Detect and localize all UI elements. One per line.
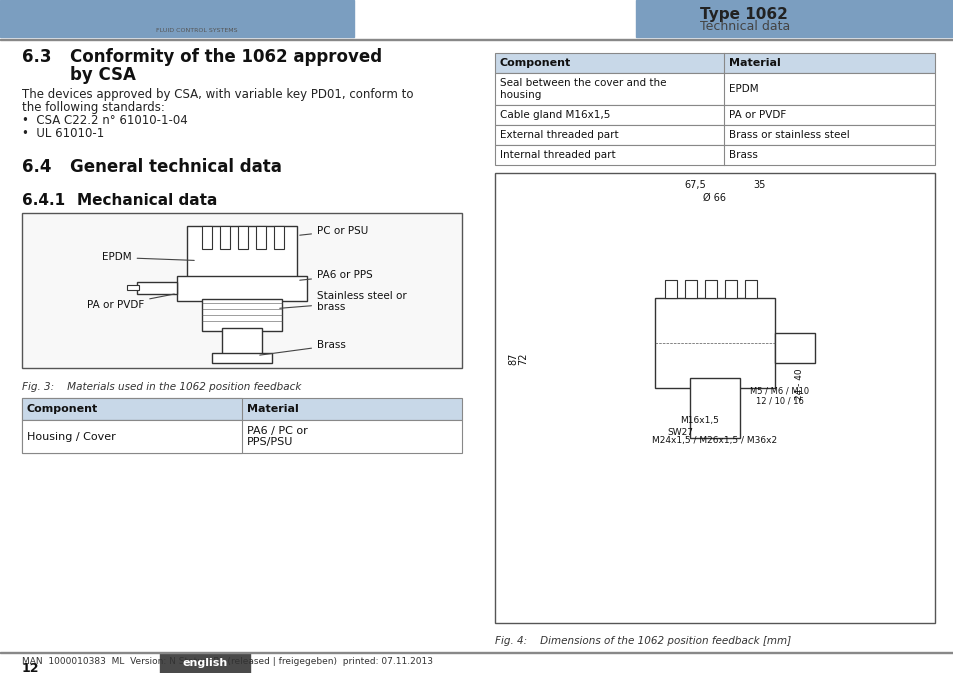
Text: Technical data: Technical data [700,20,789,34]
Bar [220,225,230,248]
Text: 12 / 10 / 16: 12 / 10 / 16 [756,396,803,405]
Bar [22,420,461,453]
Bar [274,225,284,248]
Text: M16x1,5: M16x1,5 [679,416,719,425]
Text: Ø 66: Ø 66 [702,193,726,203]
Bar [774,333,814,363]
Text: Seal between the cover and the
housing: Seal between the cover and the housing [499,78,666,100]
Text: the following standards:: the following standards: [22,101,165,114]
Text: 87: 87 [507,353,517,365]
Text: Stainless steel or
brass: Stainless steel or brass [279,291,406,312]
Text: M5 / M6 / M10: M5 / M6 / M10 [750,386,809,395]
Text: External threaded part: External threaded part [499,130,618,140]
Bar [664,280,677,298]
Bar [655,298,774,388]
Text: Mechanical data: Mechanical data [77,193,217,208]
Bar [160,653,250,673]
Bar [22,398,242,420]
Bar [187,225,296,281]
Bar [175,9,182,11]
Bar [22,398,461,420]
Bar [689,378,740,438]
Text: Internal threaded part: Internal threaded part [499,150,615,160]
Bar [0,0,354,37]
Text: M24x1,5 / M26x1,5 / M36x2: M24x1,5 / M26x1,5 / M36x2 [652,436,777,445]
Text: PA6 / PC or
PPS/PSU: PA6 / PC or PPS/PSU [247,426,308,448]
Text: MAN  1000010383  ML  Version: N Status: RL (released | freigegeben)  printed: 07: MAN 1000010383 ML Version: N Status: RL … [22,656,433,666]
Bar [495,145,934,165]
Bar [704,280,717,298]
Text: Material: Material [247,404,298,414]
Text: General technical data: General technical data [70,158,281,176]
Text: 6.4: 6.4 [22,158,51,176]
Text: Conformity of the 1062 approved: Conformity of the 1062 approved [70,48,382,66]
Text: Fig. 3:    Materials used in the 1062 position feedback: Fig. 3: Materials used in the 1062 posit… [22,382,301,392]
Bar [202,299,282,330]
Bar [184,9,192,11]
Bar [177,275,307,301]
Bar [202,9,210,11]
Text: bürkert: bürkert [159,9,234,27]
Bar [212,9,218,11]
Bar [684,280,697,298]
Bar [724,280,737,298]
Text: english: english [182,658,228,668]
Text: 24 - 40: 24 - 40 [795,368,803,400]
Text: PC or PSU: PC or PSU [299,225,368,236]
Text: The devices approved by CSA, with variable key PD01, conform to: The devices approved by CSA, with variab… [22,88,413,101]
Text: Type 1062: Type 1062 [700,7,787,22]
Bar [744,280,757,298]
Text: Component: Component [27,404,98,414]
Bar [193,9,200,11]
Bar [22,213,461,368]
Text: Brass: Brass [259,341,346,355]
Bar [202,225,212,248]
Bar [255,225,266,248]
Text: PA or PVDF: PA or PVDF [87,294,174,310]
Bar [212,353,272,363]
Text: PA6 or PPS: PA6 or PPS [299,271,373,281]
Bar [0,39,953,40]
Bar [495,105,934,125]
Bar [636,0,953,37]
Bar [495,125,934,145]
Text: PA or PVDF: PA or PVDF [728,110,785,120]
Text: •  CSA C22.2 n° 61010-1-04: • CSA C22.2 n° 61010-1-04 [22,114,188,127]
Text: FLUID CONTROL SYSTEMS: FLUID CONTROL SYSTEMS [156,28,237,32]
Text: 12: 12 [22,662,39,673]
Text: 6.3: 6.3 [22,48,51,66]
Text: Housing / Cover: Housing / Cover [27,431,115,441]
Bar [222,328,262,355]
Bar [127,285,139,289]
Text: Fig. 4:    Dimensions of the 1062 position feedback [mm]: Fig. 4: Dimensions of the 1062 position … [495,636,790,646]
Bar [0,652,953,653]
Text: 72: 72 [517,353,527,365]
Text: 67,5: 67,5 [683,180,705,190]
Text: EPDM: EPDM [728,84,758,94]
Bar [495,53,934,73]
Bar [22,420,242,453]
Bar [237,225,248,248]
Text: Brass or stainless steel: Brass or stainless steel [728,130,849,140]
Text: Component: Component [499,58,571,68]
Text: SW27: SW27 [666,428,692,437]
Bar [137,281,177,293]
Text: Material: Material [728,58,780,68]
Text: EPDM: EPDM [102,252,194,262]
Bar [495,173,934,623]
Text: •  UL 61010-1: • UL 61010-1 [22,127,104,140]
Text: by CSA: by CSA [70,66,135,84]
Text: 35: 35 [753,180,765,190]
Text: 6.4.1: 6.4.1 [22,193,65,208]
Bar [495,73,934,105]
Text: Cable gland M16x1,5: Cable gland M16x1,5 [499,110,610,120]
Text: Brass: Brass [728,150,757,160]
